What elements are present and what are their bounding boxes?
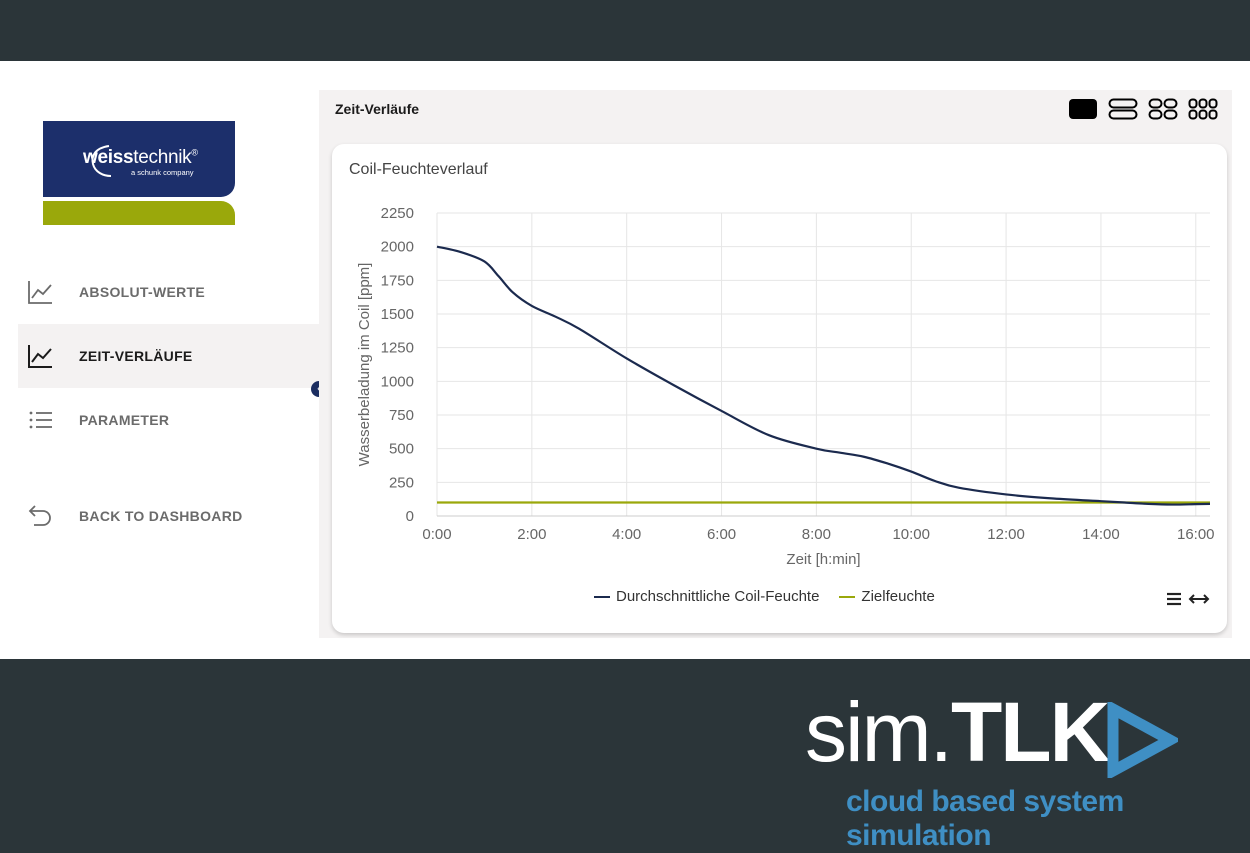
- sidebar-item-label: PARAMETER: [79, 412, 170, 428]
- chart-plot: 0 250 500 750 1000 1250 1500 1750 2000 2250 0:00 2:…: [356, 205, 1215, 568]
- chevron-left-icon: ‹: [317, 383, 321, 395]
- chart-legend: Durchschnittliche Coil-Feuchte Zielfeuch…: [594, 588, 935, 605]
- bottom-band: [0, 659, 1250, 843]
- legend-item-zielfeuchte[interactable]: Zielfeuchte: [839, 588, 935, 605]
- app-window: weisstechnik® a schunk company ABSOLUT-W…: [0, 61, 1250, 659]
- sidebar-item-parameter[interactable]: PARAMETER: [18, 388, 319, 452]
- x-tick-label: 16:00: [1177, 526, 1215, 543]
- weisstechnik-logo: weisstechnik® a schunk company: [43, 121, 235, 225]
- main-panel: Zeit-Verläufe: [319, 90, 1232, 638]
- sidebar-item-absolut-werte[interactable]: ABSOLUT-WERTE: [18, 260, 319, 324]
- layout-6-icon[interactable]: [1188, 98, 1218, 120]
- legend-label: Durchschnittliche Coil-Feuchte: [616, 588, 820, 605]
- line-chart-icon: [28, 345, 52, 368]
- layout-1-icon[interactable]: [1068, 98, 1098, 120]
- x-tick-label: 2:00: [517, 526, 546, 543]
- chart-title: Coil-Feuchteverlauf: [349, 161, 488, 178]
- y-tick-label: 2000: [381, 239, 414, 256]
- x-tick-label: 6:00: [707, 526, 736, 543]
- play-triangle-icon: [1107, 702, 1178, 778]
- x-tick-label: 0:00: [422, 526, 451, 543]
- sidebar: weisstechnik® a schunk company ABSOLUT-W…: [0, 61, 327, 659]
- logo-subtitle: a schunk company: [131, 168, 194, 177]
- x-tick-label: 8:00: [802, 526, 831, 543]
- list-icon: [29, 411, 52, 429]
- simtlk-wordmark: sim.TLK: [805, 685, 1110, 779]
- legend-swatch: [594, 595, 610, 598]
- line-chart-icon: [28, 281, 52, 304]
- back-arrow-icon: [28, 505, 51, 526]
- legend-label: Zielfeuchte: [861, 588, 935, 605]
- y-tick-label: 0: [406, 508, 414, 525]
- y-tick-label: 2250: [381, 205, 414, 222]
- x-axis-title: Zeit [h:min]: [786, 551, 860, 568]
- chart-card: Coil-Feuchteverlauf 0 250 500 750 1000 1250 15…: [332, 144, 1227, 633]
- y-tick-label: 1750: [381, 272, 414, 289]
- x-tick-label: 4:00: [612, 526, 641, 543]
- back-to-dashboard-button[interactable]: BACK TO DASHBOARD: [18, 484, 319, 548]
- layout-2-icon[interactable]: [1108, 98, 1138, 120]
- legend-item-coil-feuchte[interactable]: Durchschnittliche Coil-Feuchte: [594, 588, 819, 605]
- layout-4-icon[interactable]: [1148, 98, 1178, 120]
- logo-blue-block: [43, 121, 235, 197]
- y-tick-label: 750: [389, 407, 414, 424]
- x-tick-label: 14:00: [1082, 526, 1120, 543]
- y-tick-label: 1250: [381, 340, 414, 357]
- y-tick-label: 1000: [381, 373, 414, 390]
- y-tick-label: 500: [389, 441, 414, 458]
- y-axis-title: Wasserbeladung im Coil [ppm]: [356, 263, 373, 467]
- logo-swoosh-icon: [91, 145, 111, 177]
- series-line: [436, 245, 1211, 506]
- logo-green-block: [43, 201, 235, 225]
- sidebar-item-label: ZEIT-VERLÄUFE: [79, 348, 193, 364]
- chart-tools: [1165, 590, 1211, 608]
- layout-switcher: [1068, 98, 1218, 120]
- legend-swatch: [839, 595, 856, 598]
- page-title: Zeit-Verläufe: [335, 101, 420, 117]
- y-tick-label: 250: [389, 474, 414, 491]
- expand-horizontal-icon[interactable]: [1187, 590, 1211, 608]
- y-tick-label: 1500: [381, 306, 414, 323]
- x-tick-label: 10:00: [892, 526, 930, 543]
- logo-name: weisstechnik®: [83, 147, 198, 168]
- x-tick-label: 12:00: [987, 526, 1025, 543]
- sidebar-item-label: ABSOLUT-WERTE: [79, 284, 206, 300]
- sidebar-item-zeit-verlaeufe[interactable]: ZEIT-VERLÄUFE: [18, 324, 319, 388]
- back-to-dashboard-label: BACK TO DASHBOARD: [79, 508, 243, 524]
- top-band: [0, 0, 1250, 61]
- menu-icon[interactable]: [1165, 590, 1183, 608]
